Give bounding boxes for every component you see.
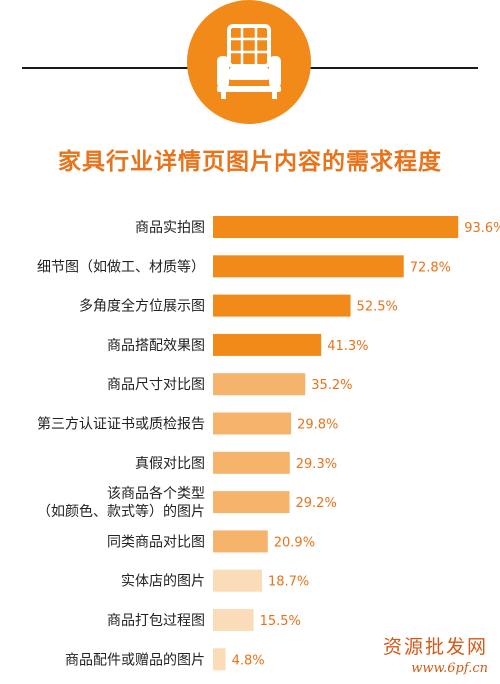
bar: [213, 255, 404, 278]
bar: [213, 373, 306, 396]
bar: [213, 412, 292, 435]
value-label: 29.2%: [296, 496, 337, 511]
value-label: 29.3%: [296, 457, 337, 472]
armchair-icon: [217, 24, 281, 99]
category-label: 第三方认证证书或质检报告: [37, 416, 205, 433]
value-label: 41.3%: [327, 339, 368, 354]
watermark-text: 资源批发网: [382, 636, 488, 658]
header-badge: [187, 0, 311, 124]
value-label: 35.2%: [311, 378, 352, 393]
bar: [213, 609, 254, 631]
category-label: 同类商品对比图: [107, 534, 205, 550]
bar: [213, 451, 290, 474]
value-label: 93.6%: [464, 221, 500, 236]
category-label: 细节图（如做工、材质等）: [37, 258, 205, 275]
value-label: 72.8%: [410, 260, 451, 275]
bar: [213, 648, 226, 671]
bar: [213, 216, 459, 238]
bar: [213, 333, 322, 356]
category-label: 商品打包过程图: [107, 612, 205, 629]
divider-right: [306, 67, 478, 69]
value-label: 20.9%: [274, 535, 315, 550]
category-label: 多角度全方位展示图: [79, 298, 205, 315]
chart-title: 家具行业详情页图片内容的需求程度: [58, 149, 442, 175]
category-label: 商品实拍图: [135, 220, 205, 236]
category-label: 实体店的图片: [121, 574, 205, 590]
category-label: 商品配件或赠品的图片: [65, 652, 205, 668]
value-label: 4.8%: [232, 653, 265, 668]
value-label: 18.7%: [268, 575, 309, 590]
value-label: 29.8%: [297, 418, 338, 433]
watermark: 资源批发网 www.6pf.cn: [383, 632, 488, 676]
category-label: 真假对比图: [135, 456, 205, 472]
bar: [213, 569, 262, 592]
value-label: 15.5%: [260, 614, 301, 629]
divider-left: [22, 67, 192, 69]
value-label: 52.5%: [357, 300, 398, 315]
bar: [213, 530, 268, 553]
category-label: 商品搭配效果图: [107, 338, 205, 354]
category-label: 该商品各个类型（如颜色、款式等）的图片: [37, 486, 205, 520]
watermark-url: www.6pf.cn: [411, 661, 488, 676]
category-label: 商品尺寸对比图: [107, 377, 205, 393]
bar: [213, 294, 351, 317]
bar: [213, 491, 290, 514]
